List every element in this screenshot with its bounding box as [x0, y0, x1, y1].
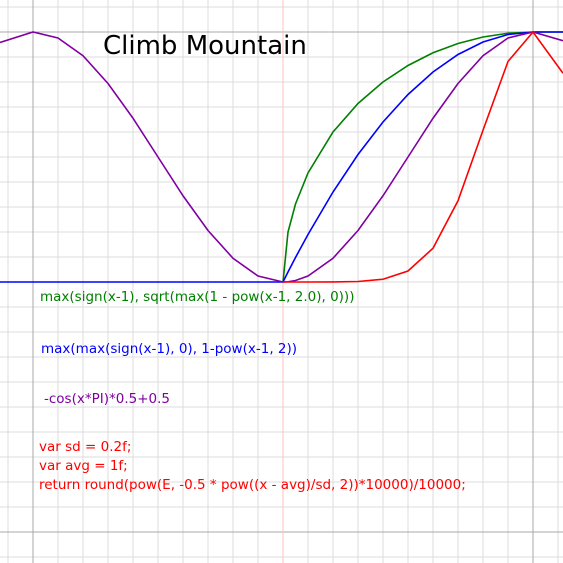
chart-title: Climb Mountain — [103, 31, 307, 61]
legend-label: var sd = 0.2f; var avg = 1f; return roun… — [39, 439, 466, 493]
legend-label: max(max(sign(x-1), 0), 1-pow(x-1, 2)) — [41, 341, 298, 357]
curve — [282, 31, 563, 283]
legend-item: max(sign(x-1), sqrt(max(1 - pow(x-1, 2.0… — [40, 289, 355, 305]
legend-label: -cos(x*PI)*0.5+0.5 — [44, 391, 170, 407]
legend-item: max(max(sign(x-1), 0), 1-pow(x-1, 2)) — [41, 341, 298, 357]
curve — [0, 31, 563, 283]
legend-item: -cos(x*PI)*0.5+0.5 — [44, 391, 170, 407]
legend-label: max(sign(x-1), sqrt(max(1 - pow(x-1, 2.0… — [40, 289, 355, 305]
curves — [0, 30, 563, 283]
curve — [283, 30, 563, 283]
legend: max(sign(x-1), sqrt(max(1 - pow(x-1, 2.0… — [39, 289, 466, 493]
legend-item: var sd = 0.2f; var avg = 1f; return roun… — [39, 439, 466, 493]
